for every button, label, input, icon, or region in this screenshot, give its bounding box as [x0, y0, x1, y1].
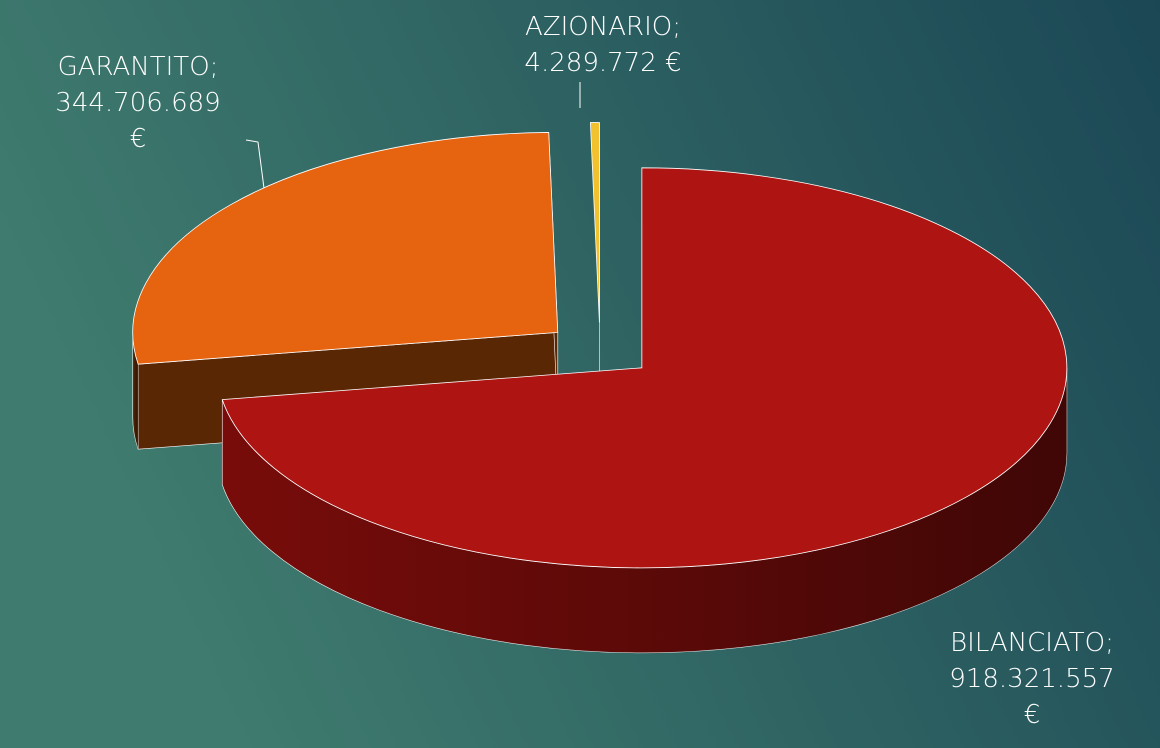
data-label-category: GARANTITO;: [58, 52, 219, 82]
slice: [589, 122, 600, 323]
leader-line: [245, 139, 266, 197]
data-label-category: BILANCIATO;: [950, 628, 1114, 658]
slice-side-shade: [132, 332, 139, 450]
data-label-value: 4.289.772 €: [524, 48, 681, 78]
slice: [221, 167, 1068, 569]
slice: [132, 132, 559, 365]
data-label-value: 918.321.557 €: [949, 664, 1114, 730]
labels: BILANCIATO; 918.321.557 € GARANTITO; 344.706…: [55, 12, 1114, 730]
data-label-value: 344.706.689 €: [55, 88, 220, 154]
data-label-category: AZIONARIO;: [525, 12, 681, 42]
slice-side-shade: [222, 367, 1067, 653]
pie: [132, 122, 1068, 654]
